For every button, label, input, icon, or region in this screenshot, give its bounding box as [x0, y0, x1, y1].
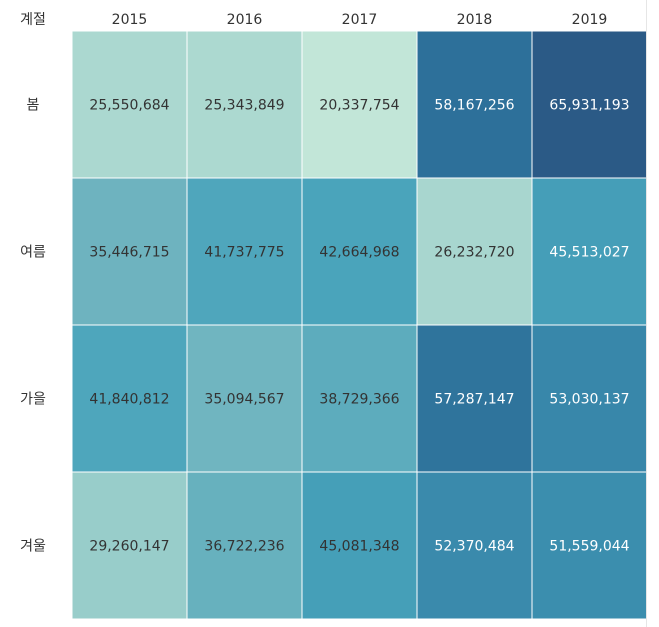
heatmap-cell[interactable]	[416, 324, 533, 473]
column-header-2016: 2016	[227, 12, 263, 28]
cell-value-label: 25,550,684	[89, 98, 169, 114]
cell-value-label: 57,287,147	[434, 392, 514, 408]
column-header-2017: 2017	[342, 12, 378, 28]
heatmap-cell[interactable]	[71, 177, 188, 326]
cell-value-label: 45,081,348	[319, 539, 399, 555]
cell-value-label: 52,370,484	[434, 539, 514, 555]
row-header-1: 여름	[20, 245, 46, 261]
row-header-0: 봄	[27, 98, 40, 114]
cell-value-label: 35,446,715	[89, 245, 169, 261]
cell-value-label: 29,260,147	[89, 539, 169, 555]
heatmap-cell[interactable]	[186, 324, 303, 473]
cell-value-label: 41,840,812	[89, 392, 169, 408]
cell-value-label: 20,337,754	[319, 98, 399, 114]
cell-value-label: 41,737,775	[204, 245, 284, 261]
heatmap-cell[interactable]	[531, 30, 648, 179]
cell-value-label: 45,513,027	[549, 245, 629, 261]
row-header-label: 계절	[20, 12, 46, 28]
heatmap-cell[interactable]	[301, 471, 418, 620]
cell-value-label: 35,094,567	[204, 392, 284, 408]
column-header-2018: 2018	[457, 12, 493, 28]
heatmap-cell[interactable]	[416, 471, 533, 620]
heatmap-cell[interactable]	[71, 471, 188, 620]
heatmap-cell[interactable]	[301, 324, 418, 473]
column-header-2019: 2019	[572, 12, 608, 28]
heatmap-cell[interactable]	[301, 177, 418, 326]
heatmap-cell[interactable]	[71, 30, 188, 179]
cell-value-label: 38,729,366	[319, 392, 399, 408]
column-header-2015: 2015	[112, 12, 148, 28]
heatmap-cell[interactable]	[531, 177, 648, 326]
heatmap-cell[interactable]	[186, 471, 303, 620]
cell-value-label: 58,167,256	[434, 98, 514, 114]
heatmap-cell[interactable]	[531, 324, 648, 473]
heatmap-cell[interactable]	[186, 30, 303, 179]
cell-value-label: 36,722,236	[204, 539, 284, 555]
scroll-divider	[646, 0, 647, 627]
heatmap-cell[interactable]	[531, 471, 648, 620]
cell-value-label: 53,030,137	[549, 392, 629, 408]
cell-value-label: 42,664,968	[319, 245, 399, 261]
heatmap-cell[interactable]	[416, 30, 533, 179]
row-header-2: 가을	[20, 392, 46, 408]
row-header-3: 겨울	[20, 539, 46, 555]
cell-value-label: 51,559,044	[549, 539, 629, 555]
cell-value-label: 26,232,720	[434, 245, 514, 261]
heatmap-cell[interactable]	[301, 30, 418, 179]
cell-value-label: 25,343,849	[204, 98, 284, 114]
cell-value-label: 65,931,193	[549, 98, 629, 114]
